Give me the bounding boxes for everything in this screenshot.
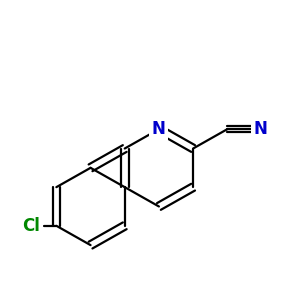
- Text: N: N: [253, 120, 267, 138]
- Text: N: N: [152, 120, 166, 138]
- Text: Cl: Cl: [22, 217, 40, 235]
